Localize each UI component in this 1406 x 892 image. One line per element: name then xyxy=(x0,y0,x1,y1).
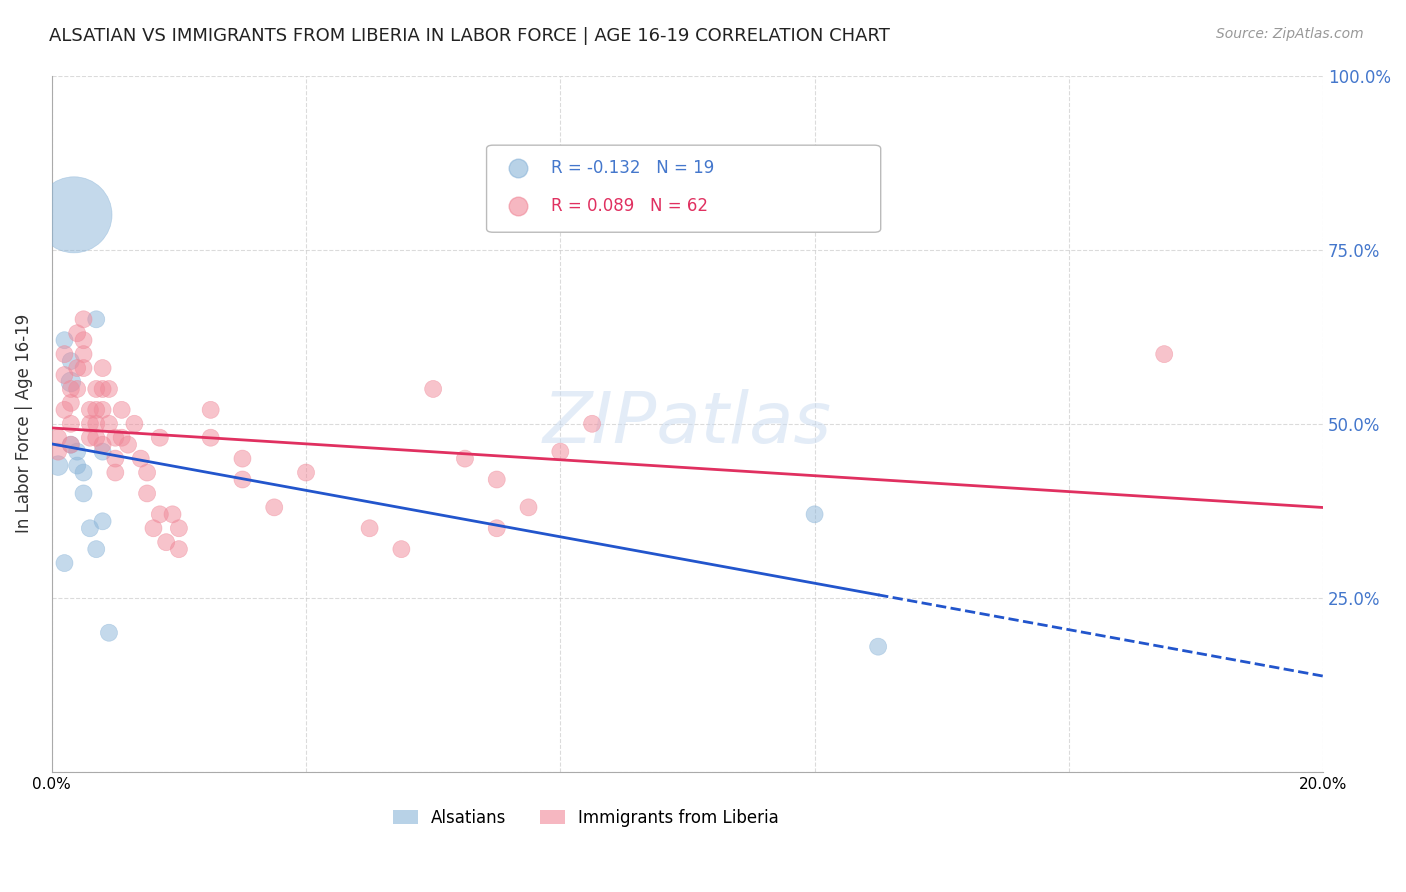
Point xyxy=(46,444,69,458)
Point xyxy=(104,451,127,466)
Point xyxy=(1153,347,1175,361)
Point xyxy=(53,368,76,382)
Point xyxy=(91,438,114,452)
Point xyxy=(79,431,101,445)
Point xyxy=(53,556,76,570)
Point xyxy=(124,417,146,431)
Point xyxy=(84,312,107,326)
Point xyxy=(72,486,94,500)
Point xyxy=(91,382,114,396)
Text: R = -0.132   N = 19: R = -0.132 N = 19 xyxy=(551,159,714,178)
Y-axis label: In Labor Force | Age 16-19: In Labor Force | Age 16-19 xyxy=(15,314,32,533)
Point xyxy=(142,521,165,535)
Point xyxy=(231,451,253,466)
Point xyxy=(97,625,120,640)
Point xyxy=(91,402,114,417)
Point xyxy=(91,514,114,528)
Point xyxy=(79,402,101,417)
Point xyxy=(422,382,444,396)
Point xyxy=(149,508,172,522)
Point xyxy=(155,535,177,549)
Point xyxy=(59,417,82,431)
Legend: Alsatians, Immigrants from Liberia: Alsatians, Immigrants from Liberia xyxy=(387,802,786,833)
Point xyxy=(46,431,69,445)
Point xyxy=(200,402,222,417)
Point xyxy=(485,473,508,487)
Point xyxy=(59,438,82,452)
Point xyxy=(136,466,159,480)
Point xyxy=(517,500,540,515)
Point xyxy=(359,521,381,535)
Point xyxy=(550,444,572,458)
Point xyxy=(167,542,190,557)
Point xyxy=(66,326,89,341)
Point xyxy=(84,402,107,417)
Point xyxy=(200,431,222,445)
Point xyxy=(231,473,253,487)
Text: ZIPatlas: ZIPatlas xyxy=(543,389,832,458)
Point xyxy=(59,375,82,389)
Point xyxy=(136,486,159,500)
Point xyxy=(97,417,120,431)
Point xyxy=(63,208,86,222)
Point xyxy=(91,361,114,376)
Point xyxy=(117,438,139,452)
Point xyxy=(72,361,94,376)
Point xyxy=(53,333,76,347)
FancyBboxPatch shape xyxy=(486,145,880,232)
Point xyxy=(59,382,82,396)
Point xyxy=(104,431,127,445)
Point xyxy=(868,640,890,654)
Point xyxy=(97,382,120,396)
Text: Source: ZipAtlas.com: Source: ZipAtlas.com xyxy=(1216,27,1364,41)
Point xyxy=(104,466,127,480)
Point xyxy=(79,417,101,431)
Point xyxy=(84,417,107,431)
Point xyxy=(72,333,94,347)
Point xyxy=(72,347,94,361)
Point xyxy=(79,521,101,535)
Point xyxy=(111,402,134,417)
Text: R = 0.089   N = 62: R = 0.089 N = 62 xyxy=(551,197,709,215)
Point xyxy=(454,451,477,466)
Point xyxy=(84,431,107,445)
Text: ALSATIAN VS IMMIGRANTS FROM LIBERIA IN LABOR FORCE | AGE 16-19 CORRELATION CHART: ALSATIAN VS IMMIGRANTS FROM LIBERIA IN L… xyxy=(49,27,890,45)
Point xyxy=(84,382,107,396)
Point xyxy=(72,312,94,326)
Point xyxy=(59,354,82,368)
Point xyxy=(53,402,76,417)
Point xyxy=(295,466,318,480)
Point xyxy=(111,431,134,445)
Point xyxy=(59,438,82,452)
Point xyxy=(66,382,89,396)
Point xyxy=(66,458,89,473)
Point xyxy=(803,508,825,522)
Point xyxy=(129,451,152,466)
Point xyxy=(59,396,82,410)
Point xyxy=(149,431,172,445)
Point xyxy=(91,444,114,458)
Point xyxy=(485,521,508,535)
Point xyxy=(53,347,76,361)
Point xyxy=(66,361,89,376)
Point xyxy=(46,458,69,473)
Point xyxy=(167,521,190,535)
Point xyxy=(84,542,107,557)
Point xyxy=(72,466,94,480)
Point xyxy=(66,444,89,458)
Point xyxy=(581,417,603,431)
Point xyxy=(263,500,285,515)
Point xyxy=(389,542,412,557)
Point xyxy=(162,508,184,522)
